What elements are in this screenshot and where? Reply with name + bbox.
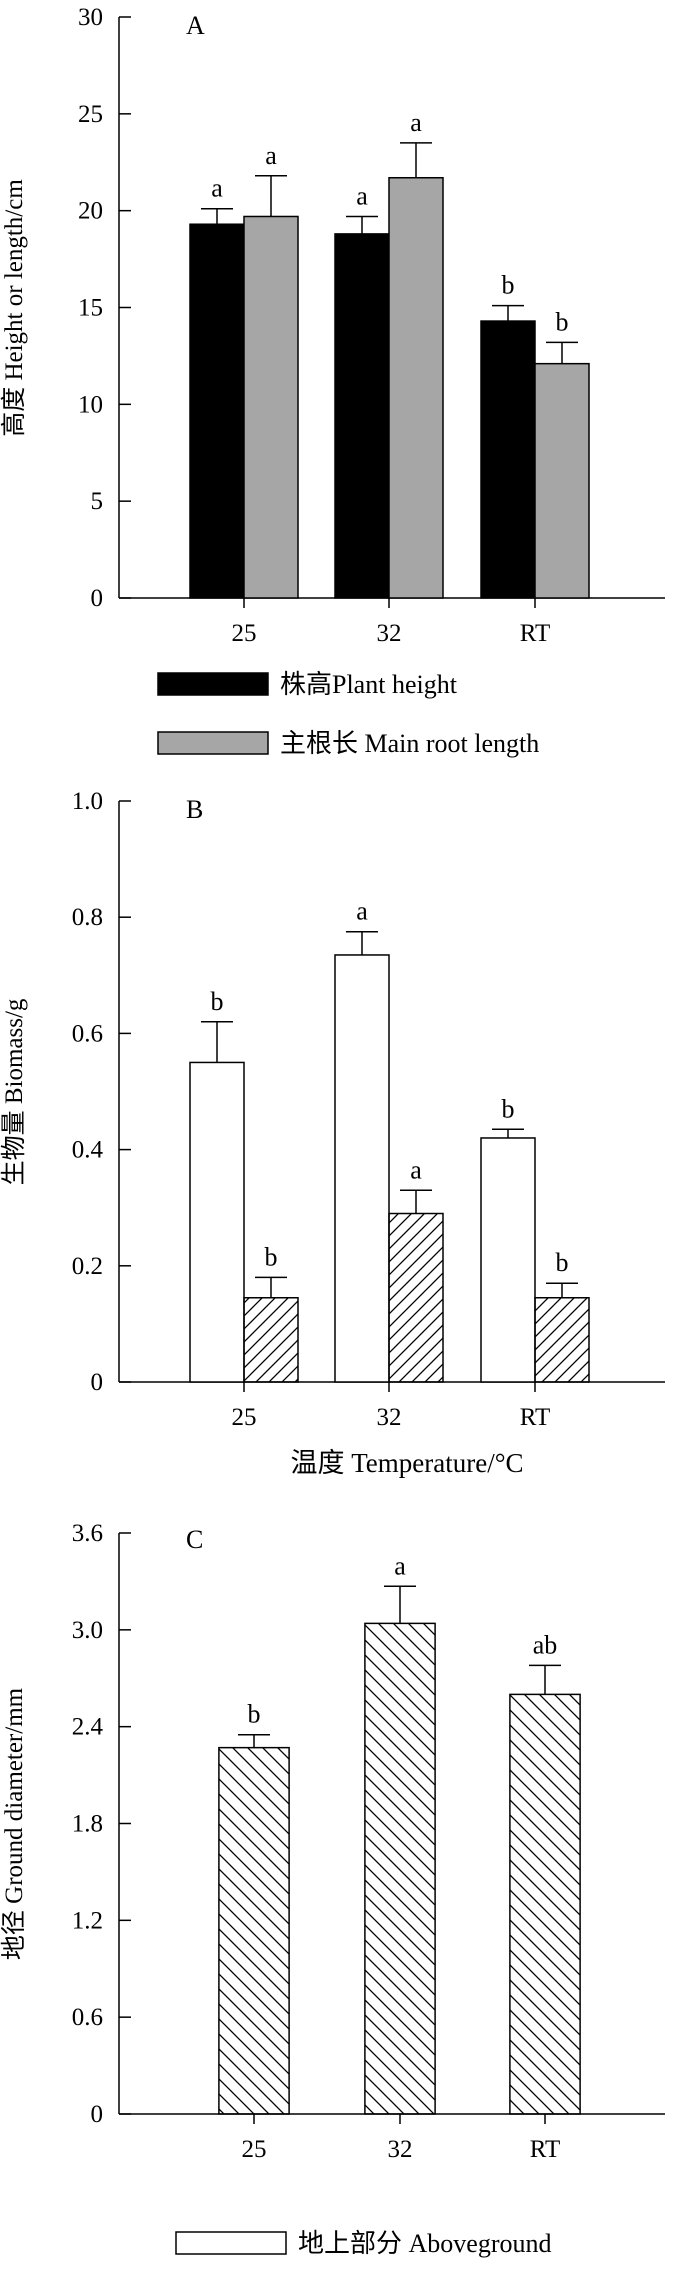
significance-letter: a <box>265 141 277 170</box>
bar <box>189 1061 245 1383</box>
y-tick-label: 20 <box>78 198 103 225</box>
bar <box>364 1622 436 2115</box>
y-tick-label: 30 <box>78 4 103 31</box>
significance-letter: a <box>410 1155 422 1184</box>
y-tick-label: 0.6 <box>72 1020 103 1047</box>
significance-letter: a <box>410 108 422 137</box>
legend-swatch <box>157 672 269 696</box>
legend-swatch <box>157 731 269 755</box>
y-axis-label: 地径 Ground diameter/mm <box>0 1687 28 1960</box>
y-tick-label: 0 <box>91 1369 104 1396</box>
legend-label: 株高Plant height <box>280 670 458 699</box>
bar <box>334 954 390 1383</box>
panel-label: A <box>186 11 205 40</box>
significance-letter: a <box>394 1551 406 1580</box>
y-tick-label: 5 <box>91 488 104 515</box>
significance-letter: b <box>556 1248 569 1277</box>
bar <box>243 1297 299 1383</box>
bar <box>534 1297 590 1383</box>
significance-letter: b <box>265 1242 278 1271</box>
y-tick-label: 0.8 <box>72 904 103 931</box>
y-tick-label: 1.0 <box>72 788 103 815</box>
bar <box>334 233 390 599</box>
y-tick-label: 3.0 <box>72 1617 103 1644</box>
x-tick-label: 25 <box>232 620 257 647</box>
y-tick-label: 0 <box>91 2101 104 2128</box>
y-axis-label: 高度 Height or length/cm <box>0 179 28 437</box>
x-tick-label: RT <box>530 2136 560 2163</box>
significance-letter: b <box>502 1094 515 1123</box>
bar <box>480 320 536 599</box>
significance-letter: ab <box>533 1630 558 1659</box>
bar <box>509 1693 581 2115</box>
bar <box>388 1212 444 1383</box>
bar <box>480 1137 536 1383</box>
y-tick-label: 25 <box>78 101 103 128</box>
y-tick-label: 0.2 <box>72 1253 103 1280</box>
y-tick-label: 1.8 <box>72 1811 103 1838</box>
x-tick-label: RT <box>520 1404 550 1431</box>
significance-letter: b <box>248 1700 261 1729</box>
legend-label: 地上部分 Aboveground <box>298 2229 551 2258</box>
significance-letter: b <box>211 987 224 1016</box>
x-axis-label: 温度 Temperature/°C <box>290 1448 523 1478</box>
y-tick-label: 10 <box>78 391 103 418</box>
significance-letter: b <box>556 307 569 336</box>
y-tick-label: 3.6 <box>72 1520 103 1547</box>
bar <box>388 176 444 599</box>
y-tick-label: 1.2 <box>72 1907 103 1934</box>
panel-label: C <box>186 1525 203 1554</box>
y-tick-label: 0.4 <box>72 1137 104 1164</box>
x-tick-label: 25 <box>232 1404 257 1431</box>
x-tick-label: 32 <box>377 620 402 647</box>
y-tick-label: 2.4 <box>72 1714 104 1741</box>
significance-letter: a <box>356 897 368 926</box>
x-tick-label: RT <box>520 620 550 647</box>
x-tick-label: 32 <box>377 1404 402 1431</box>
legend-label: 主根长 Main root length <box>280 729 539 758</box>
significance-letter: a <box>211 174 223 203</box>
x-tick-label: 25 <box>242 2136 267 2163</box>
x-tick-label: 32 <box>388 2136 413 2163</box>
bar <box>218 1746 290 2115</box>
bar <box>243 215 299 599</box>
legend-swatch <box>175 2231 287 2255</box>
significance-letter: a <box>356 181 368 210</box>
y-tick-label: 15 <box>78 295 103 322</box>
bar <box>534 362 590 599</box>
y-tick-label: 0.6 <box>72 2004 103 2031</box>
y-tick-label: 0 <box>91 585 104 612</box>
bar <box>189 223 245 599</box>
y-axis-label: 生物量 Biomass/g <box>0 998 28 1185</box>
significance-letter: b <box>502 271 515 300</box>
panel-label: B <box>186 795 203 824</box>
